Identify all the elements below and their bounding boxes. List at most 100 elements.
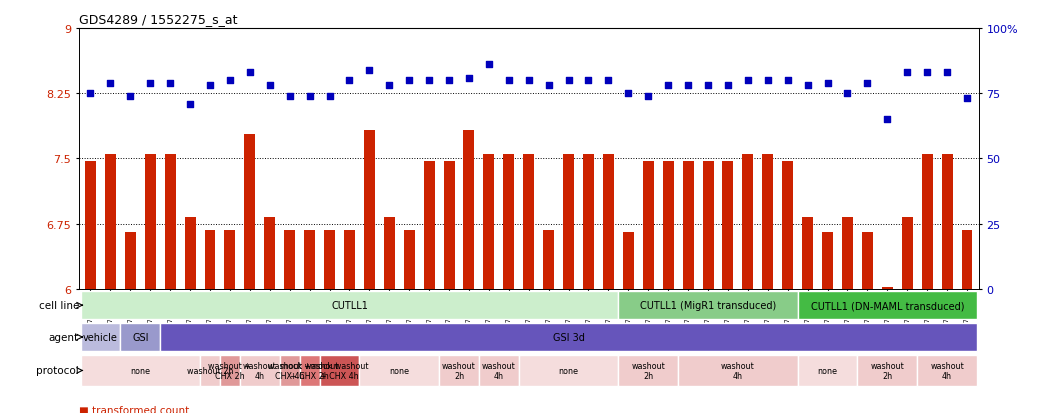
Bar — [619, 355, 678, 386]
Point — [560, 78, 577, 84]
Point — [640, 93, 656, 100]
Bar — [224, 230, 236, 289]
Text: ■ transformed count: ■ transformed count — [79, 405, 188, 413]
Text: none: none — [818, 366, 838, 375]
Text: vehicle: vehicle — [83, 332, 118, 342]
Point — [878, 116, 895, 123]
Bar — [325, 230, 335, 289]
Bar — [264, 217, 275, 289]
Bar — [802, 217, 814, 289]
Point — [959, 96, 976, 102]
Bar — [941, 154, 953, 289]
Point — [899, 70, 916, 76]
Bar — [304, 230, 315, 289]
Bar — [857, 355, 917, 386]
Point — [302, 93, 318, 100]
Point — [421, 78, 438, 84]
Bar — [917, 355, 977, 386]
Bar — [464, 131, 474, 289]
Bar — [125, 233, 136, 289]
Bar — [742, 154, 754, 289]
Point — [102, 80, 118, 87]
Bar — [921, 154, 933, 289]
Bar — [619, 291, 798, 320]
Text: none: none — [389, 366, 409, 375]
Text: CUTLL1 (DN-MAML transduced): CUTLL1 (DN-MAML transduced) — [810, 300, 964, 311]
Bar — [439, 355, 478, 386]
Bar — [164, 154, 176, 289]
Bar — [204, 230, 216, 289]
Bar — [518, 355, 619, 386]
Bar — [678, 355, 798, 386]
Bar — [404, 230, 415, 289]
Text: GSI 3d: GSI 3d — [553, 332, 584, 342]
Point — [381, 83, 398, 90]
Point — [600, 78, 617, 84]
Bar — [882, 287, 893, 289]
Bar — [81, 323, 120, 351]
Point — [262, 83, 279, 90]
Point — [341, 78, 358, 84]
Bar — [603, 154, 614, 289]
Point — [481, 62, 497, 69]
Text: protocol: protocol — [37, 366, 79, 375]
Bar — [220, 355, 240, 386]
Text: GDS4289 / 1552275_s_at: GDS4289 / 1552275_s_at — [79, 13, 237, 26]
Point — [82, 90, 98, 97]
Bar — [663, 161, 673, 289]
Point — [222, 78, 239, 84]
Bar — [444, 161, 454, 289]
Bar — [583, 154, 594, 289]
Point — [859, 80, 875, 87]
Point — [580, 78, 597, 84]
Point — [739, 78, 756, 84]
Point — [162, 80, 179, 87]
Bar — [81, 291, 619, 320]
Point — [121, 93, 138, 100]
Bar — [244, 135, 255, 289]
Bar — [862, 233, 873, 289]
Bar — [782, 161, 794, 289]
Point — [461, 75, 477, 82]
Text: washout 2h: washout 2h — [186, 366, 233, 375]
Text: washout
4h: washout 4h — [721, 361, 755, 380]
Point — [799, 83, 816, 90]
Bar — [504, 154, 514, 289]
Point — [540, 83, 557, 90]
Point — [620, 90, 637, 97]
Bar — [478, 355, 518, 386]
Text: CUTLL1 (MigR1 transduced): CUTLL1 (MigR1 transduced) — [640, 300, 776, 311]
Bar — [623, 233, 633, 289]
Point — [939, 70, 956, 76]
Bar — [81, 355, 200, 386]
Point — [242, 70, 259, 76]
Text: CUTLL1: CUTLL1 — [331, 300, 367, 311]
Bar — [359, 355, 439, 386]
Bar — [798, 355, 857, 386]
Text: washout
4h: washout 4h — [243, 361, 276, 380]
Bar — [524, 154, 534, 289]
Point — [819, 80, 836, 87]
Point — [839, 90, 855, 97]
Point — [919, 70, 936, 76]
Point — [282, 93, 298, 100]
Text: washout
2h: washout 2h — [631, 361, 665, 380]
Bar — [901, 217, 913, 289]
Point — [202, 83, 219, 90]
Bar — [144, 154, 156, 289]
Text: washout
2h: washout 2h — [870, 361, 905, 380]
Point — [759, 78, 776, 84]
Text: mock washout
+ CHX 4h: mock washout + CHX 4h — [310, 361, 369, 380]
Point — [699, 83, 716, 90]
Text: washout +
CHX 2h: washout + CHX 2h — [208, 361, 251, 380]
Bar — [424, 161, 435, 289]
Point — [141, 80, 158, 87]
Bar — [319, 355, 359, 386]
Point — [182, 101, 199, 108]
Point — [520, 78, 537, 84]
Bar — [299, 355, 319, 386]
Bar — [120, 323, 160, 351]
Bar — [762, 154, 774, 289]
Bar — [184, 217, 196, 289]
Text: washout
2h: washout 2h — [442, 361, 476, 380]
